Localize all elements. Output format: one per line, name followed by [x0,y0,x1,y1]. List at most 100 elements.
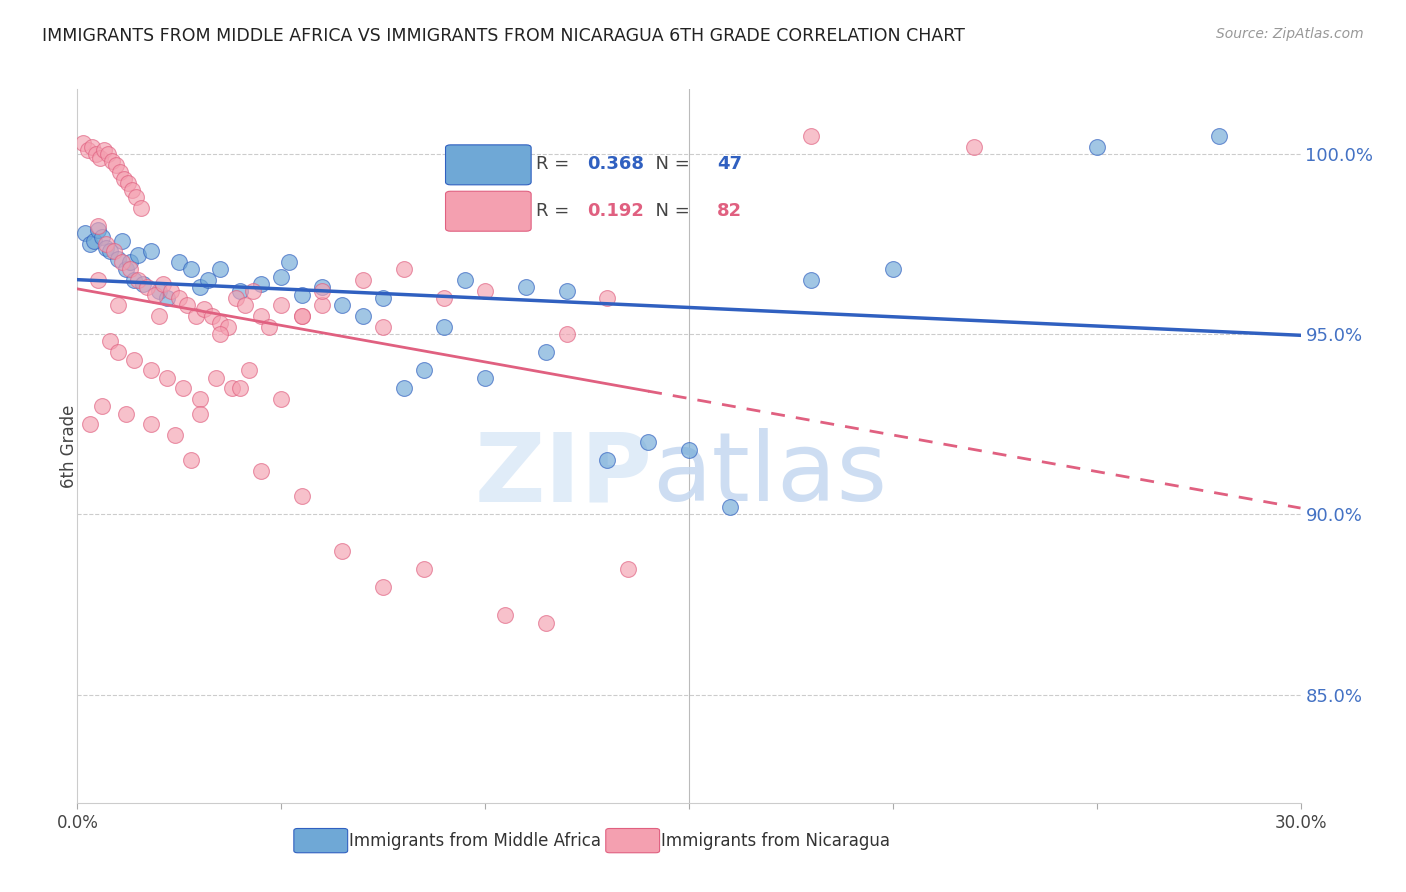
Point [474,370,496,384]
Point [117,176,139,190]
Text: 0.0%: 0.0% [56,814,98,831]
Point [233,298,256,312]
Text: Immigrants from Nicaragua: Immigrants from Nicaragua [661,831,890,849]
Point [596,453,619,467]
Point [188,407,211,421]
Point [129,201,152,215]
Point [371,580,394,594]
Point [270,269,292,284]
Point [250,464,273,478]
Point [83,234,105,248]
Point [371,291,394,305]
Point [413,561,436,575]
Point [278,255,301,269]
Point [89,151,111,165]
Text: ZIP: ZIP [474,428,652,521]
Text: 0.192: 0.192 [588,202,644,219]
Point [188,280,211,294]
Point [111,234,134,248]
Point [454,273,477,287]
Point [225,291,247,305]
Point [800,273,823,287]
Point [72,136,94,151]
Point [105,158,128,172]
Point [139,244,162,259]
Point [291,310,314,324]
Point [125,190,148,204]
Point [84,147,107,161]
Point [160,284,183,298]
Point [800,129,823,144]
Point [209,317,232,331]
Point [413,363,436,377]
Point [139,417,162,432]
Text: IMMIGRANTS FROM MIDDLE AFRICA VS IMMIGRANTS FROM NICARAGUA 6TH GRADE CORRELATION: IMMIGRANTS FROM MIDDLE AFRICA VS IMMIGRA… [42,27,965,45]
Point [193,301,215,316]
Point [156,370,179,384]
Point [291,287,314,301]
Point [90,230,112,244]
Point [94,241,117,255]
Point [107,252,129,266]
Point [495,608,517,623]
Point [124,352,146,367]
Point [270,392,292,406]
Point [97,147,120,161]
Point [238,363,260,377]
Point [148,284,170,298]
Point [103,244,125,259]
Point [80,140,103,154]
Text: N =: N = [644,202,695,219]
Point [79,237,101,252]
Point [180,453,202,467]
Text: N =: N = [644,155,695,173]
Point [180,262,202,277]
Point [87,273,110,287]
Point [311,280,333,294]
Text: Immigrants from Middle Africa: Immigrants from Middle Africa [349,831,600,849]
Point [112,172,135,186]
FancyBboxPatch shape [446,191,531,231]
Point [156,291,179,305]
Point [98,244,121,259]
Point [120,255,142,269]
Point [352,310,374,324]
Point [120,262,142,277]
Point [169,255,191,269]
Point [139,363,162,377]
Point [124,273,146,287]
Point [172,381,194,395]
Point [209,262,232,277]
Point [90,400,112,414]
Point [128,273,150,287]
Point [76,144,98,158]
Point [332,543,354,558]
Y-axis label: 6th Grade: 6th Grade [60,404,77,488]
Point [197,273,219,287]
Point [229,381,252,395]
Point [87,223,110,237]
FancyBboxPatch shape [294,829,347,853]
Point [229,284,252,298]
Point [250,277,273,291]
Point [108,165,131,179]
Point [555,284,578,298]
Point [98,334,121,349]
Point [94,237,117,252]
Point [143,287,166,301]
Point [128,248,150,262]
Point [111,255,134,269]
Point [596,291,619,305]
Point [433,320,456,334]
Point [1208,129,1230,144]
Point [184,310,207,324]
Point [311,284,333,298]
Point [536,615,558,630]
Point [242,284,264,298]
Point [75,227,97,241]
Point [135,280,157,294]
Text: Source: ZipAtlas.com: Source: ZipAtlas.com [1216,27,1364,41]
FancyBboxPatch shape [446,145,531,185]
Text: R =: R = [536,202,575,219]
Point [221,381,243,395]
